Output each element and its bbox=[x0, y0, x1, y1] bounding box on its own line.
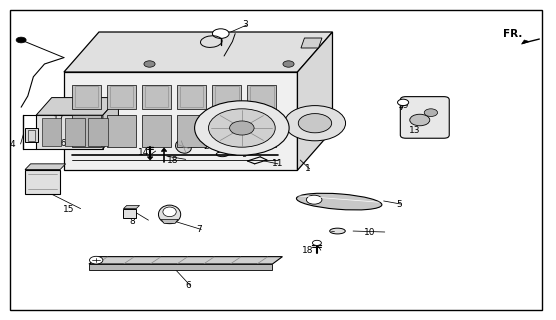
Polygon shape bbox=[212, 85, 241, 109]
Polygon shape bbox=[25, 128, 38, 142]
Polygon shape bbox=[88, 118, 108, 146]
FancyBboxPatch shape bbox=[400, 97, 449, 138]
Text: 15: 15 bbox=[63, 205, 75, 214]
Polygon shape bbox=[142, 85, 171, 109]
Polygon shape bbox=[301, 38, 322, 48]
Circle shape bbox=[144, 61, 155, 67]
Text: 8: 8 bbox=[130, 217, 135, 226]
Polygon shape bbox=[65, 118, 85, 146]
Circle shape bbox=[90, 256, 103, 264]
Circle shape bbox=[398, 99, 409, 106]
Circle shape bbox=[424, 109, 438, 116]
Text: 2: 2 bbox=[203, 142, 208, 151]
Text: 6: 6 bbox=[185, 281, 191, 290]
Circle shape bbox=[230, 121, 254, 135]
Ellipse shape bbox=[158, 205, 181, 224]
Polygon shape bbox=[522, 40, 529, 44]
Text: 18: 18 bbox=[167, 156, 178, 164]
Ellipse shape bbox=[330, 228, 345, 234]
Circle shape bbox=[283, 61, 294, 67]
Text: 18: 18 bbox=[302, 246, 314, 255]
Circle shape bbox=[212, 29, 229, 38]
Polygon shape bbox=[297, 32, 332, 170]
Polygon shape bbox=[89, 257, 282, 264]
Text: 16: 16 bbox=[56, 139, 67, 148]
Polygon shape bbox=[161, 220, 178, 223]
Polygon shape bbox=[25, 170, 60, 194]
Polygon shape bbox=[72, 115, 101, 147]
Text: 14: 14 bbox=[138, 148, 149, 156]
Circle shape bbox=[195, 101, 289, 155]
Text: 3: 3 bbox=[242, 20, 247, 29]
Polygon shape bbox=[177, 115, 206, 147]
Polygon shape bbox=[123, 205, 140, 209]
Circle shape bbox=[410, 114, 430, 126]
Polygon shape bbox=[107, 85, 136, 109]
Ellipse shape bbox=[176, 140, 191, 153]
Text: 5: 5 bbox=[396, 200, 402, 209]
Text: 19: 19 bbox=[398, 101, 409, 110]
Text: 10: 10 bbox=[364, 228, 376, 237]
Polygon shape bbox=[142, 115, 171, 147]
Polygon shape bbox=[107, 115, 136, 147]
Ellipse shape bbox=[296, 193, 382, 210]
Polygon shape bbox=[177, 85, 206, 109]
Polygon shape bbox=[42, 118, 61, 146]
Polygon shape bbox=[25, 164, 66, 170]
Polygon shape bbox=[247, 115, 276, 147]
Circle shape bbox=[16, 37, 26, 43]
Text: 12: 12 bbox=[95, 130, 106, 139]
Polygon shape bbox=[147, 157, 153, 160]
Polygon shape bbox=[64, 32, 332, 72]
Polygon shape bbox=[36, 98, 118, 115]
Text: FR.: FR. bbox=[503, 28, 523, 39]
Circle shape bbox=[284, 106, 345, 141]
Polygon shape bbox=[89, 264, 272, 270]
Text: 9: 9 bbox=[242, 150, 247, 159]
Polygon shape bbox=[161, 148, 167, 151]
Circle shape bbox=[306, 195, 322, 204]
Text: 17: 17 bbox=[53, 115, 64, 124]
Text: 11: 11 bbox=[272, 159, 284, 168]
Text: 7: 7 bbox=[196, 225, 202, 234]
Ellipse shape bbox=[163, 207, 176, 217]
Polygon shape bbox=[103, 98, 118, 149]
Polygon shape bbox=[36, 115, 103, 149]
Polygon shape bbox=[123, 209, 136, 218]
Polygon shape bbox=[212, 115, 241, 147]
Polygon shape bbox=[64, 72, 297, 170]
Text: 1: 1 bbox=[305, 164, 310, 173]
Circle shape bbox=[298, 114, 331, 133]
Circle shape bbox=[312, 240, 321, 245]
Polygon shape bbox=[72, 85, 101, 109]
Polygon shape bbox=[247, 85, 276, 109]
Text: 4: 4 bbox=[10, 140, 16, 148]
Text: 13: 13 bbox=[409, 126, 420, 135]
Circle shape bbox=[208, 109, 275, 147]
